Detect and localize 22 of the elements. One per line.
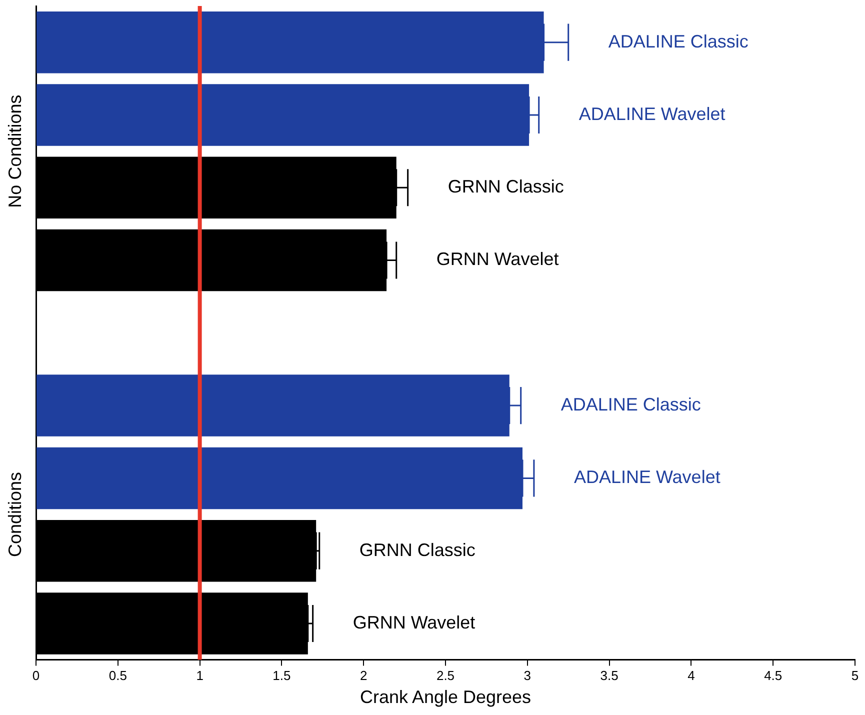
y-tick-label: GRNN Wavelet — [352, 612, 476, 632]
y-tick-label: ADALINE Wavelet — [574, 467, 720, 488]
y-tick-label: ADALINE Classic — [560, 394, 701, 415]
x-tick-label: 4 — [688, 668, 695, 684]
y-tick-label: ADALINE Classic — [608, 31, 748, 52]
x-tick-label: 2 — [360, 668, 368, 684]
x-tick-label: 1.5 — [272, 668, 291, 684]
x-tick-label: 3.5 — [600, 668, 618, 684]
x-tick-label: 5 — [851, 668, 859, 684]
x-tick-label: 0.5 — [108, 668, 127, 684]
x-tick-label: 4.5 — [764, 668, 782, 684]
x-tick-label: 3 — [524, 668, 532, 684]
x-axis-title: Crank Angle Degrees — [360, 687, 532, 708]
y-tick-label: GRNN Classic — [359, 540, 476, 560]
x-tick-label: 2.5 — [436, 668, 455, 684]
text: Conditions — [4, 472, 25, 558]
y-tick-label: GRNN Wavelet — [436, 249, 559, 270]
y-tick-label: ADALINE Wavelet — [578, 104, 726, 124]
x-tick-label: 0 — [32, 668, 40, 684]
x-tick-label: 1 — [196, 668, 204, 684]
text: No Conditions — [4, 94, 25, 208]
y-tick-label: GRNN Classic — [448, 176, 564, 197]
